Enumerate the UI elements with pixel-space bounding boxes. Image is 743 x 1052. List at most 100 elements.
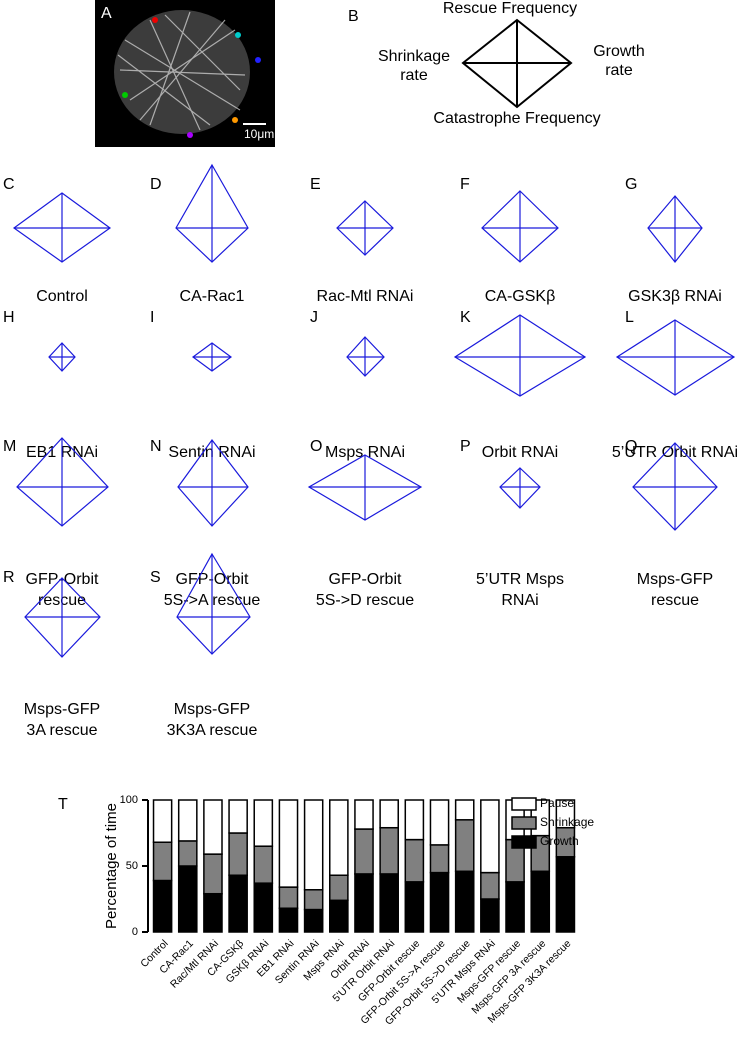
scale-label: 10μm xyxy=(244,127,274,141)
legend-swatch xyxy=(511,835,537,849)
panel-letter: M xyxy=(3,438,16,455)
bar-segment xyxy=(354,828,374,875)
bar-segment xyxy=(228,832,248,876)
y-tick-label: 100 xyxy=(120,794,138,806)
bar-segment xyxy=(379,799,399,829)
track xyxy=(122,92,128,98)
legend-label: Growth xyxy=(540,834,579,848)
bar-segment xyxy=(303,799,324,891)
diamond-label: 5’UTR Msps xyxy=(476,571,564,588)
panel-letter: D xyxy=(150,176,162,193)
diamond-label: 3A rescue xyxy=(26,722,97,739)
panel-letter: K xyxy=(460,309,471,326)
key-label: Growth xyxy=(593,43,645,60)
diamond-label: rescue xyxy=(651,592,699,609)
diamond-label: GSK3β RNAi xyxy=(628,288,722,305)
bar-segment xyxy=(152,799,173,843)
bar-segment xyxy=(480,799,500,874)
diamond-label: Msps-GFP xyxy=(637,571,713,588)
diamond-label: RNAi xyxy=(501,592,538,609)
bar-segment xyxy=(404,799,425,841)
bar-segment xyxy=(505,881,525,933)
bar-segment xyxy=(253,882,274,933)
legend-label: Shrinkage xyxy=(540,815,594,829)
diamond-label: Msps RNAi xyxy=(325,444,405,461)
bar-segment xyxy=(278,799,299,888)
bar-segment xyxy=(429,871,450,933)
key-label: rate xyxy=(400,67,428,84)
bar-segment xyxy=(329,874,349,902)
bar-segment xyxy=(404,881,425,933)
bar-segment xyxy=(203,892,223,933)
legend-swatch xyxy=(511,797,537,811)
bar-segment xyxy=(177,799,198,842)
bar-segment xyxy=(329,799,349,876)
bar-segment xyxy=(480,898,500,933)
bar-segment xyxy=(454,799,475,821)
diamond-label: Control xyxy=(36,288,88,305)
bar-segment xyxy=(177,840,198,867)
key-label: Rescue Frequency xyxy=(443,0,577,17)
track xyxy=(187,132,193,138)
bar-segment xyxy=(303,889,324,911)
bar-segment xyxy=(379,873,399,933)
panel-letter: B xyxy=(348,8,359,25)
panel-letter: L xyxy=(625,309,634,326)
bar-segment xyxy=(555,856,576,933)
bar-segment xyxy=(379,826,399,875)
panel-letter: O xyxy=(310,438,322,455)
bar-segment xyxy=(354,873,374,933)
bar-segment xyxy=(429,844,450,874)
bar-segment xyxy=(530,870,551,933)
diamond-label: GFP-Orbit xyxy=(329,571,402,588)
bar-segment xyxy=(253,799,274,847)
bar-segment xyxy=(228,874,248,933)
diamond-label: Msps-GFP xyxy=(24,701,100,718)
track xyxy=(235,32,241,38)
bar-segment xyxy=(278,886,299,909)
key-label: rate xyxy=(605,62,633,79)
diamond-label: Orbit RNAi xyxy=(482,444,558,461)
diamond-label: CA-Rac1 xyxy=(180,288,245,305)
diamond-label: CA-GSKβ xyxy=(485,288,556,305)
diamond-label: 5S->D rescue xyxy=(316,592,414,609)
panel-letter: C xyxy=(3,176,15,193)
bar-segment xyxy=(278,907,299,933)
diamond-label: Rac-Mtl RNAi xyxy=(317,288,414,305)
bar-segment xyxy=(253,845,274,884)
bar-segment xyxy=(354,799,374,830)
bar-segment xyxy=(228,799,248,834)
diamond-label: 3K3A rescue xyxy=(167,722,258,739)
y-axis-label: Percentage of time xyxy=(103,803,120,929)
y-tick-label: 0 xyxy=(132,926,138,938)
panel-letter: H xyxy=(3,309,15,326)
key-label: Catastrophe Frequency xyxy=(433,110,600,127)
panel-letter: S xyxy=(150,569,161,586)
key-label: Shrinkage xyxy=(378,48,450,65)
panel-letter: A xyxy=(101,5,112,22)
panel-letter: Q xyxy=(625,438,637,455)
microtubules xyxy=(117,11,246,131)
legend-label: Pause xyxy=(540,796,574,810)
panel-letter: F xyxy=(460,176,470,193)
legend-swatch xyxy=(511,816,537,830)
panel-letter: J xyxy=(310,309,318,326)
track xyxy=(152,17,158,23)
y-tick-label: 50 xyxy=(126,860,138,872)
diamond-label: Msps-GFP xyxy=(174,701,250,718)
panel-letter: R xyxy=(3,569,15,586)
bar-segment xyxy=(555,799,576,829)
bar-segment xyxy=(203,799,223,855)
bar-segment xyxy=(152,879,173,933)
panel-letter: P xyxy=(460,438,471,455)
bar-segment xyxy=(152,841,173,882)
panel-letter: E xyxy=(310,176,321,193)
panel-letter: G xyxy=(625,176,637,193)
bar-segment xyxy=(429,799,450,846)
bar-segment xyxy=(203,853,223,895)
panel-letter: I xyxy=(150,309,154,326)
track xyxy=(255,57,261,63)
bar-segment xyxy=(454,819,475,873)
